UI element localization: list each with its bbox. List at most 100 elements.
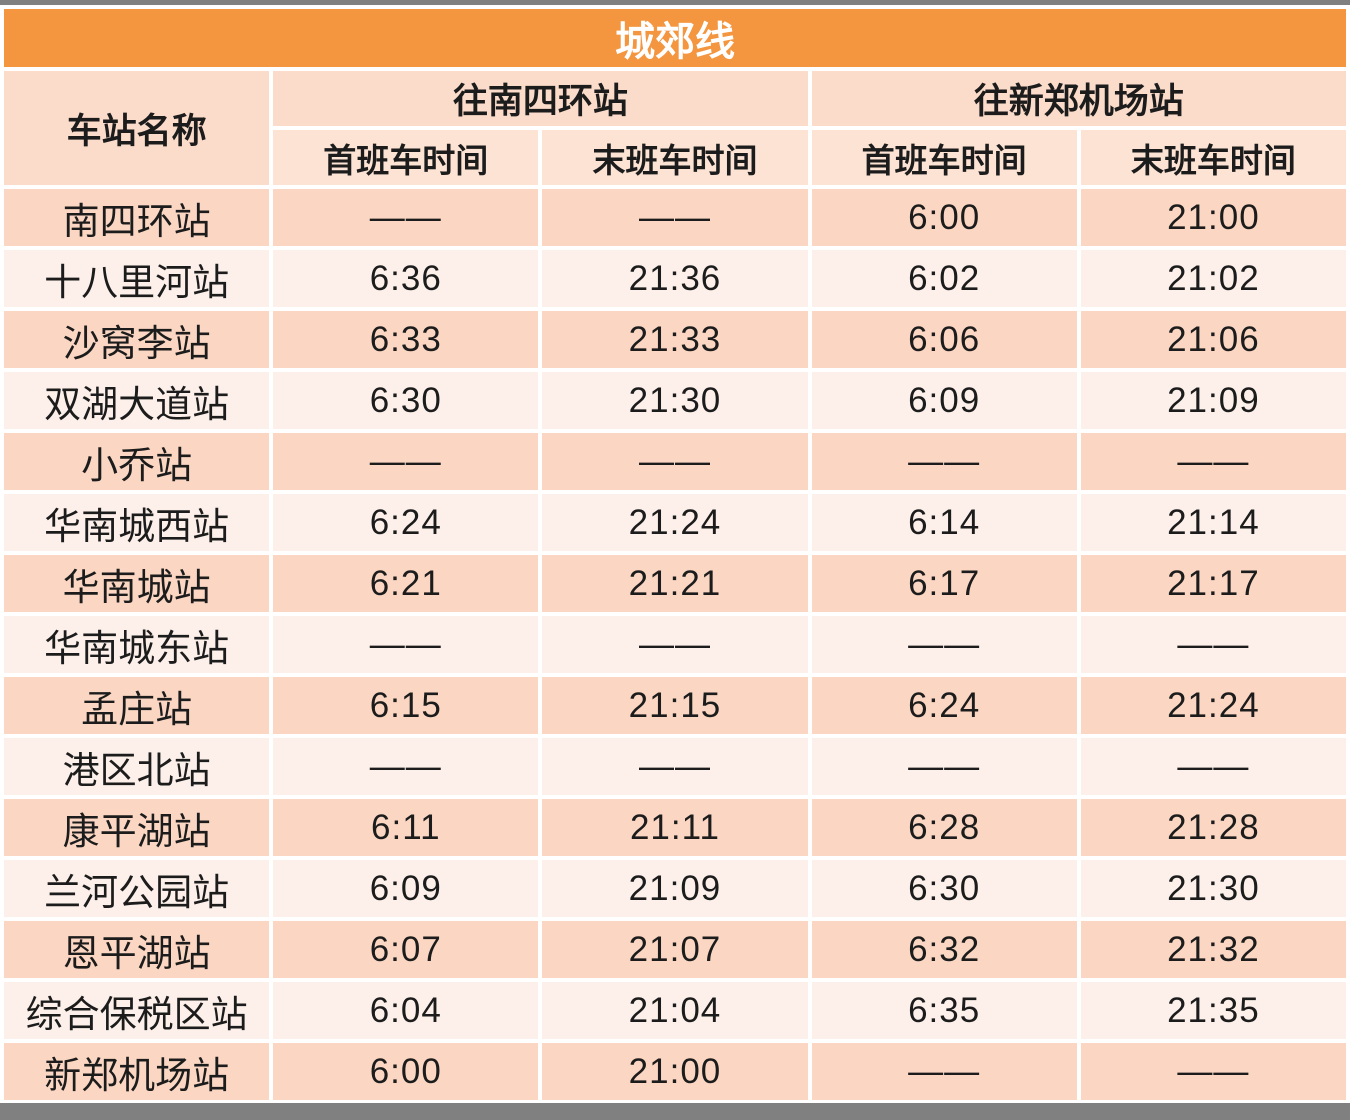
table-row: 华南城西站 6:24 21:24 6:14 21:14 (4, 494, 1346, 551)
time-cell: 21:09 (542, 860, 808, 917)
time-cell: —— (1080, 1043, 1346, 1100)
time-cell: 21:00 (1080, 189, 1346, 246)
direction-header-row: 车站名称 往南四环站 往新郑机场站 (4, 71, 1346, 185)
time-cell: 6:35 (811, 982, 1077, 1039)
station-name-cell: 华南城西站 (4, 494, 270, 551)
time-cell: 6:02 (811, 250, 1077, 307)
time-cell: 6:00 (811, 189, 1077, 246)
table-row: 新郑机场站 6:00 21:00 —— —— (4, 1043, 1346, 1100)
time-cell: 6:11 (273, 799, 539, 856)
table-row: 华南城站 6:21 21:21 6:17 21:17 (4, 555, 1346, 612)
subheader-first-train-to-airport: 首班车时间 (811, 130, 1077, 185)
station-name-cell: 南四环站 (4, 189, 270, 246)
top-gray-strip (0, 0, 1350, 5)
table-row: 康平湖站 6:11 21:11 6:28 21:28 (4, 799, 1346, 856)
time-cell: 6:24 (811, 677, 1077, 734)
time-cell: —— (273, 189, 539, 246)
table-row: 综合保税区站 6:04 21:04 6:35 21:35 (4, 982, 1346, 1039)
time-cell: 6:04 (273, 982, 539, 1039)
time-cell: —— (273, 738, 539, 795)
time-cell: 21:07 (542, 921, 808, 978)
time-cell: 21:04 (542, 982, 808, 1039)
time-cell: 6:07 (273, 921, 539, 978)
time-cell: 6:09 (273, 860, 539, 917)
station-name-cell: 兰河公园站 (4, 860, 270, 917)
time-cell: 21:21 (542, 555, 808, 612)
time-cell: 21:33 (542, 311, 808, 368)
time-cell: 21:28 (1080, 799, 1346, 856)
time-cell: 6:32 (811, 921, 1077, 978)
time-cell: —— (542, 738, 808, 795)
time-cell: 21:02 (1080, 250, 1346, 307)
time-cell: 6:09 (811, 372, 1077, 429)
time-cell: —— (811, 616, 1077, 673)
table-row: 恩平湖站 6:07 21:07 6:32 21:32 (4, 921, 1346, 978)
station-name-cell: 十八里河站 (4, 250, 270, 307)
time-cell: 21:11 (542, 799, 808, 856)
table-row: 华南城东站 —— —— —— —— (4, 616, 1346, 673)
time-cell: 6:17 (811, 555, 1077, 612)
time-cell: 21:32 (1080, 921, 1346, 978)
subheader-first-train-to-nansihuan: 首班车时间 (273, 130, 539, 185)
bottom-gray-strip (0, 1103, 1350, 1120)
station-name-cell: 孟庄站 (4, 677, 270, 734)
direction-header-nansihuan: 往南四环站 (273, 71, 808, 126)
time-cell: 21:09 (1080, 372, 1346, 429)
time-cell: 6:14 (811, 494, 1077, 551)
station-name-cell: 华南城站 (4, 555, 270, 612)
table-row: 沙窝李站 6:33 21:33 6:06 21:06 (4, 311, 1346, 368)
train-timetable: 城郊线 车站名称 往南四环站 往新郑机场站 首班车时间 末班车时间 首班车时间 … (0, 5, 1350, 1104)
time-cell: 6:36 (273, 250, 539, 307)
station-name-cell: 新郑机场站 (4, 1043, 270, 1100)
table-row: 小乔站 —— —— —— —— (4, 433, 1346, 490)
station-name-cell: 综合保税区站 (4, 982, 270, 1039)
time-cell: 6:06 (811, 311, 1077, 368)
table-row: 港区北站 —— —— —— —— (4, 738, 1346, 795)
time-cell: —— (811, 1043, 1077, 1100)
time-cell: 6:28 (811, 799, 1077, 856)
time-cell: 6:24 (273, 494, 539, 551)
time-cell: —— (1080, 738, 1346, 795)
station-name-cell: 小乔站 (4, 433, 270, 490)
station-name-cell: 沙窝李站 (4, 311, 270, 368)
time-cell: 21:00 (542, 1043, 808, 1100)
station-name-cell: 港区北站 (4, 738, 270, 795)
time-cell: 21:35 (1080, 982, 1346, 1039)
table-row: 双湖大道站 6:30 21:30 6:09 21:09 (4, 372, 1346, 429)
station-name-cell: 双湖大道站 (4, 372, 270, 429)
time-cell: 21:06 (1080, 311, 1346, 368)
time-cell: —— (542, 433, 808, 490)
title-row: 城郊线 (4, 9, 1346, 67)
table-row: 孟庄站 6:15 21:15 6:24 21:24 (4, 677, 1346, 734)
time-cell: —— (273, 433, 539, 490)
direction-header-xinzheng-airport: 往新郑机场站 (811, 71, 1346, 126)
timetable-body: 南四环站 —— —— 6:00 21:00 十八里河站 6:36 21:36 6:02 21:02… (4, 189, 1346, 1100)
time-cell: 6:00 (273, 1043, 539, 1100)
station-name-column-header: 车站名称 (4, 71, 270, 185)
time-cell: —— (542, 189, 808, 246)
time-cell: —— (542, 616, 808, 673)
time-cell: 21:17 (1080, 555, 1346, 612)
time-cell: 21:30 (1080, 860, 1346, 917)
time-cell: 21:15 (542, 677, 808, 734)
station-name-cell: 康平湖站 (4, 799, 270, 856)
time-cell: —— (1080, 616, 1346, 673)
time-cell: 6:15 (273, 677, 539, 734)
time-cell: 6:30 (273, 372, 539, 429)
time-cell: 21:30 (542, 372, 808, 429)
time-cell: —— (811, 433, 1077, 490)
time-cell: —— (273, 616, 539, 673)
page-title: 城郊线 (4, 9, 1346, 67)
time-cell: 6:21 (273, 555, 539, 612)
time-cell: 6:30 (811, 860, 1077, 917)
time-cell: 6:33 (273, 311, 539, 368)
time-cell: 21:24 (542, 494, 808, 551)
table-row: 十八里河站 6:36 21:36 6:02 21:02 (4, 250, 1346, 307)
time-cell: 21:14 (1080, 494, 1346, 551)
subheader-last-train-to-nansihuan: 末班车时间 (542, 130, 808, 185)
station-name-cell: 恩平湖站 (4, 921, 270, 978)
time-cell: —— (811, 738, 1077, 795)
station-name-cell: 华南城东站 (4, 616, 270, 673)
time-cell: 21:36 (542, 250, 808, 307)
subheader-last-train-to-airport: 末班车时间 (1080, 130, 1346, 185)
